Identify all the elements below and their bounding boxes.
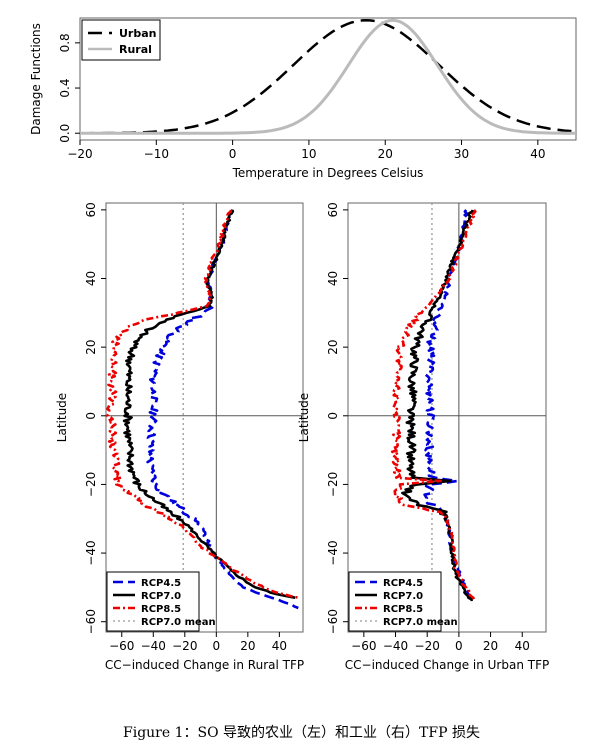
series-line-rural: [80, 18, 576, 135]
damage-function-chart: −20 −10 0 10 20 30 40 Temperature in Degrees Ce…: [29, 17, 577, 180]
x-tick-label: −60: [351, 639, 376, 653]
x-tick-label: −40: [141, 639, 166, 653]
y-tick-label: 40: [84, 271, 98, 286]
x-tick-label: −60: [109, 639, 134, 653]
x-tick-label: −20: [172, 639, 197, 653]
y-tick-label: 60: [84, 202, 98, 217]
legend-label: Urban: [119, 27, 157, 40]
x-tick-label: 20: [378, 147, 393, 161]
legend-label: RCP4.5: [141, 578, 181, 589]
y-tick-label: −20: [326, 472, 340, 497]
legend-box: [81, 19, 161, 61]
legend-label: RCP8.5: [383, 604, 423, 615]
y-tick-label: 0.4: [58, 78, 72, 97]
legend-label: RCP7.0: [141, 591, 181, 602]
legend-label: RCP4.5: [383, 578, 423, 589]
legend-label: Rural: [119, 43, 152, 56]
x-tick-label: −40: [383, 639, 408, 653]
x-tick-label: 0: [455, 639, 463, 653]
plot-border: [347, 202, 547, 633]
series-line-urban: [80, 19, 577, 135]
x-tick-label: 0: [212, 639, 220, 653]
y-tick-label: −20: [84, 472, 98, 497]
series-line-rcp45: [146, 209, 299, 610]
y-tick-label: 40: [326, 271, 340, 286]
legend: Urban Rural: [81, 19, 161, 61]
series-line-rcp70: [401, 209, 474, 602]
legend-label: RCP7.0 mean: [141, 617, 216, 628]
rural-tfp-chart: −60 −40 −20 0 20 40 CC−induced Change in Rural…: [55, 202, 304, 672]
series-line-rcp85: [390, 209, 477, 602]
x-tick-label: 40: [530, 147, 545, 161]
plot-border: [79, 17, 577, 141]
y-tick-label: 20: [84, 340, 98, 355]
y-tick-label: 0.8: [58, 33, 72, 52]
y-tick-label: 0: [84, 412, 98, 420]
x-axis-label: CC−induced Change in Urban TFP: [345, 658, 549, 672]
series-line-rcp85: [106, 209, 299, 599]
legend: RCP4.5 RCP7.0 RCP8.5 RCP7.0 mean: [106, 571, 216, 632]
x-tick-label: 40: [272, 639, 287, 653]
x-tick-label: 20: [240, 639, 255, 653]
x-axis-label: CC−induced Change in Rural TFP: [105, 658, 304, 672]
x-tick-label: 20: [483, 639, 498, 653]
legend-box: [106, 571, 200, 632]
y-tick-label: 60: [326, 202, 340, 217]
x-tick-label: 0: [229, 147, 237, 161]
x-tick-label: 40: [515, 639, 530, 653]
y-axis-label: Damage Functions: [29, 23, 43, 135]
figure-caption: Figure 1：SO 导致的农业（左）和工业（右）TFP 损失: [123, 725, 480, 741]
y-tick-label: −40: [84, 540, 98, 565]
y-axis-label: Latitude: [297, 393, 311, 442]
plot-border: [105, 202, 304, 633]
legend-label: RCP8.5: [141, 604, 181, 615]
y-tick-label: 0: [326, 412, 340, 420]
y-tick-label: −60: [326, 609, 340, 634]
legend: RCP4.5 RCP7.0 RCP8.5 RCP7.0 mean: [348, 571, 458, 632]
x-tick-label: 10: [301, 147, 316, 161]
x-tick-label: −20: [415, 639, 440, 653]
x-tick-label: 30: [454, 147, 469, 161]
x-tick-label: −20: [67, 147, 92, 161]
x-tick-label: −10: [144, 147, 169, 161]
y-tick-label: −40: [326, 540, 340, 565]
urban-tfp-chart: −60 −40 −20 0 20 40 CC−induced Change in Urban…: [297, 202, 549, 672]
y-tick-label: 0.0: [58, 124, 72, 143]
y-tick-label: −60: [84, 609, 98, 634]
x-axis-label: Temperature in Degrees Celsius: [232, 166, 424, 180]
legend-label: RCP7.0: [383, 591, 423, 602]
y-tick-label: 20: [326, 340, 340, 355]
legend-label: RCP7.0 mean: [383, 617, 458, 628]
y-axis-label: Latitude: [55, 393, 69, 442]
